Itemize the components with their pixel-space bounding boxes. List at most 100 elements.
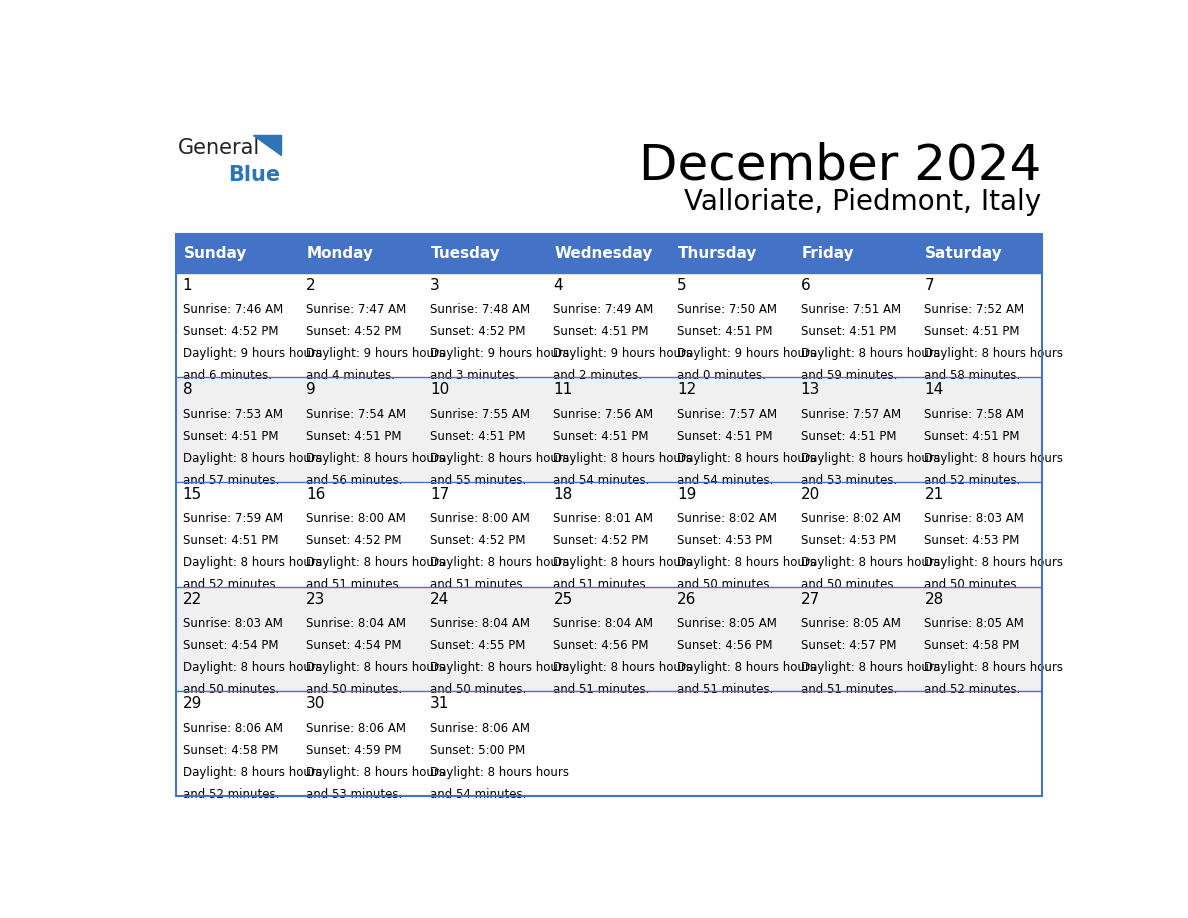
Text: and 6 minutes.: and 6 minutes.: [183, 369, 272, 382]
Text: Sunrise: 7:55 AM: Sunrise: 7:55 AM: [430, 408, 530, 420]
Text: Sunday: Sunday: [183, 246, 247, 261]
Text: Daylight: 8 hours hours: Daylight: 8 hours hours: [183, 661, 322, 674]
Text: 20: 20: [801, 487, 820, 502]
FancyBboxPatch shape: [671, 377, 795, 482]
Text: 29: 29: [183, 696, 202, 711]
Text: Daylight: 8 hours hours: Daylight: 8 hours hours: [430, 661, 569, 674]
Text: 31: 31: [430, 696, 449, 711]
Text: Sunrise: 7:47 AM: Sunrise: 7:47 AM: [307, 303, 406, 316]
Text: Sunrise: 7:48 AM: Sunrise: 7:48 AM: [430, 303, 530, 316]
Text: Sunrise: 7:49 AM: Sunrise: 7:49 AM: [554, 303, 653, 316]
Text: Sunset: 4:51 PM: Sunset: 4:51 PM: [677, 325, 772, 338]
FancyBboxPatch shape: [176, 273, 299, 377]
Text: Sunset: 4:56 PM: Sunset: 4:56 PM: [677, 639, 772, 652]
FancyBboxPatch shape: [918, 273, 1042, 377]
Text: Sunset: 4:53 PM: Sunset: 4:53 PM: [677, 534, 772, 547]
FancyBboxPatch shape: [423, 234, 546, 273]
Text: and 54 minutes.: and 54 minutes.: [677, 474, 773, 487]
FancyBboxPatch shape: [546, 482, 671, 587]
Text: 21: 21: [924, 487, 943, 502]
Text: Blue: Blue: [228, 165, 280, 185]
Text: Daylight: 8 hours hours: Daylight: 8 hours hours: [801, 556, 940, 569]
Text: Sunset: 4:51 PM: Sunset: 4:51 PM: [554, 430, 649, 442]
FancyBboxPatch shape: [176, 691, 299, 796]
FancyBboxPatch shape: [176, 377, 299, 482]
Text: Sunset: 4:52 PM: Sunset: 4:52 PM: [430, 325, 525, 338]
Text: Sunrise: 8:05 AM: Sunrise: 8:05 AM: [801, 617, 901, 630]
Text: 25: 25: [554, 591, 573, 607]
Text: Sunrise: 8:02 AM: Sunrise: 8:02 AM: [677, 512, 777, 525]
Text: Daylight: 8 hours hours: Daylight: 8 hours hours: [430, 556, 569, 569]
Text: Daylight: 8 hours hours: Daylight: 8 hours hours: [924, 452, 1063, 465]
Text: and 54 minutes.: and 54 minutes.: [554, 474, 650, 487]
FancyBboxPatch shape: [299, 482, 423, 587]
Text: Sunrise: 8:04 AM: Sunrise: 8:04 AM: [307, 617, 406, 630]
Text: Sunset: 4:51 PM: Sunset: 4:51 PM: [183, 430, 278, 442]
Text: 8: 8: [183, 382, 192, 397]
Text: Sunrise: 8:05 AM: Sunrise: 8:05 AM: [924, 617, 1024, 630]
FancyBboxPatch shape: [423, 482, 546, 587]
Text: and 52 minutes.: and 52 minutes.: [924, 474, 1020, 487]
Text: Sunset: 4:51 PM: Sunset: 4:51 PM: [924, 430, 1019, 442]
FancyBboxPatch shape: [918, 587, 1042, 691]
Text: Daylight: 8 hours hours: Daylight: 8 hours hours: [801, 347, 940, 360]
Text: 17: 17: [430, 487, 449, 502]
Text: Daylight: 8 hours hours: Daylight: 8 hours hours: [924, 347, 1063, 360]
Text: and 4 minutes.: and 4 minutes.: [307, 369, 396, 382]
Text: Daylight: 8 hours hours: Daylight: 8 hours hours: [801, 452, 940, 465]
Text: and 57 minutes.: and 57 minutes.: [183, 474, 279, 487]
Text: Daylight: 8 hours hours: Daylight: 8 hours hours: [307, 452, 446, 465]
Text: 12: 12: [677, 382, 696, 397]
Polygon shape: [253, 135, 282, 155]
Text: Daylight: 8 hours hours: Daylight: 8 hours hours: [307, 661, 446, 674]
Text: Sunset: 4:51 PM: Sunset: 4:51 PM: [554, 325, 649, 338]
Text: Daylight: 9 hours hours: Daylight: 9 hours hours: [554, 347, 693, 360]
Text: Sunrise: 8:00 AM: Sunrise: 8:00 AM: [307, 512, 406, 525]
FancyBboxPatch shape: [918, 377, 1042, 482]
FancyBboxPatch shape: [176, 587, 299, 691]
Text: General: General: [178, 139, 260, 159]
FancyBboxPatch shape: [299, 587, 423, 691]
Text: 6: 6: [801, 277, 810, 293]
Text: Daylight: 8 hours hours: Daylight: 8 hours hours: [430, 452, 569, 465]
Text: Sunset: 4:58 PM: Sunset: 4:58 PM: [924, 639, 1019, 652]
Text: 10: 10: [430, 382, 449, 397]
Text: Sunrise: 8:04 AM: Sunrise: 8:04 AM: [430, 617, 530, 630]
FancyBboxPatch shape: [546, 273, 671, 377]
Text: 22: 22: [183, 591, 202, 607]
Text: 11: 11: [554, 382, 573, 397]
FancyBboxPatch shape: [299, 377, 423, 482]
Text: Thursday: Thursday: [678, 246, 758, 261]
Text: 4: 4: [554, 277, 563, 293]
Text: Sunset: 4:52 PM: Sunset: 4:52 PM: [183, 325, 278, 338]
Text: Daylight: 8 hours hours: Daylight: 8 hours hours: [430, 766, 569, 778]
Text: and 50 minutes.: and 50 minutes.: [430, 683, 526, 696]
Text: Daylight: 9 hours hours: Daylight: 9 hours hours: [307, 347, 446, 360]
Text: and 52 minutes.: and 52 minutes.: [924, 683, 1020, 696]
Text: Sunset: 4:52 PM: Sunset: 4:52 PM: [554, 534, 649, 547]
Text: Monday: Monday: [308, 246, 374, 261]
Text: Sunset: 4:56 PM: Sunset: 4:56 PM: [554, 639, 649, 652]
Text: and 59 minutes.: and 59 minutes.: [801, 369, 897, 382]
Text: Sunset: 4:59 PM: Sunset: 4:59 PM: [307, 744, 402, 756]
Text: Sunrise: 8:06 AM: Sunrise: 8:06 AM: [183, 722, 283, 734]
Text: and 50 minutes.: and 50 minutes.: [677, 578, 773, 591]
Text: Sunrise: 8:00 AM: Sunrise: 8:00 AM: [430, 512, 530, 525]
Text: Daylight: 8 hours hours: Daylight: 8 hours hours: [924, 556, 1063, 569]
Text: Daylight: 8 hours hours: Daylight: 8 hours hours: [924, 661, 1063, 674]
FancyBboxPatch shape: [546, 587, 671, 691]
Text: and 50 minutes.: and 50 minutes.: [801, 578, 897, 591]
Text: 1: 1: [183, 277, 192, 293]
Text: Sunset: 4:51 PM: Sunset: 4:51 PM: [430, 430, 525, 442]
Text: Sunset: 4:54 PM: Sunset: 4:54 PM: [307, 639, 402, 652]
Text: Wednesday: Wednesday: [555, 246, 652, 261]
Text: 19: 19: [677, 487, 696, 502]
Text: Daylight: 9 hours hours: Daylight: 9 hours hours: [183, 347, 322, 360]
Text: Sunrise: 7:52 AM: Sunrise: 7:52 AM: [924, 303, 1024, 316]
Text: 2: 2: [307, 277, 316, 293]
Text: and 52 minutes.: and 52 minutes.: [183, 578, 279, 591]
FancyBboxPatch shape: [546, 691, 671, 796]
FancyBboxPatch shape: [176, 482, 299, 587]
FancyBboxPatch shape: [671, 234, 795, 273]
Text: 7: 7: [924, 277, 934, 293]
